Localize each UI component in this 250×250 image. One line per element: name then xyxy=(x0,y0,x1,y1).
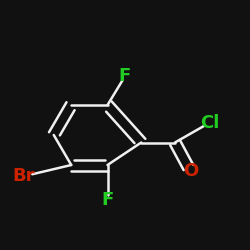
Text: F: F xyxy=(102,191,114,209)
Text: Br: Br xyxy=(12,167,35,185)
Text: F: F xyxy=(119,67,131,85)
Text: Cl: Cl xyxy=(200,114,220,132)
Text: O: O xyxy=(183,162,198,180)
